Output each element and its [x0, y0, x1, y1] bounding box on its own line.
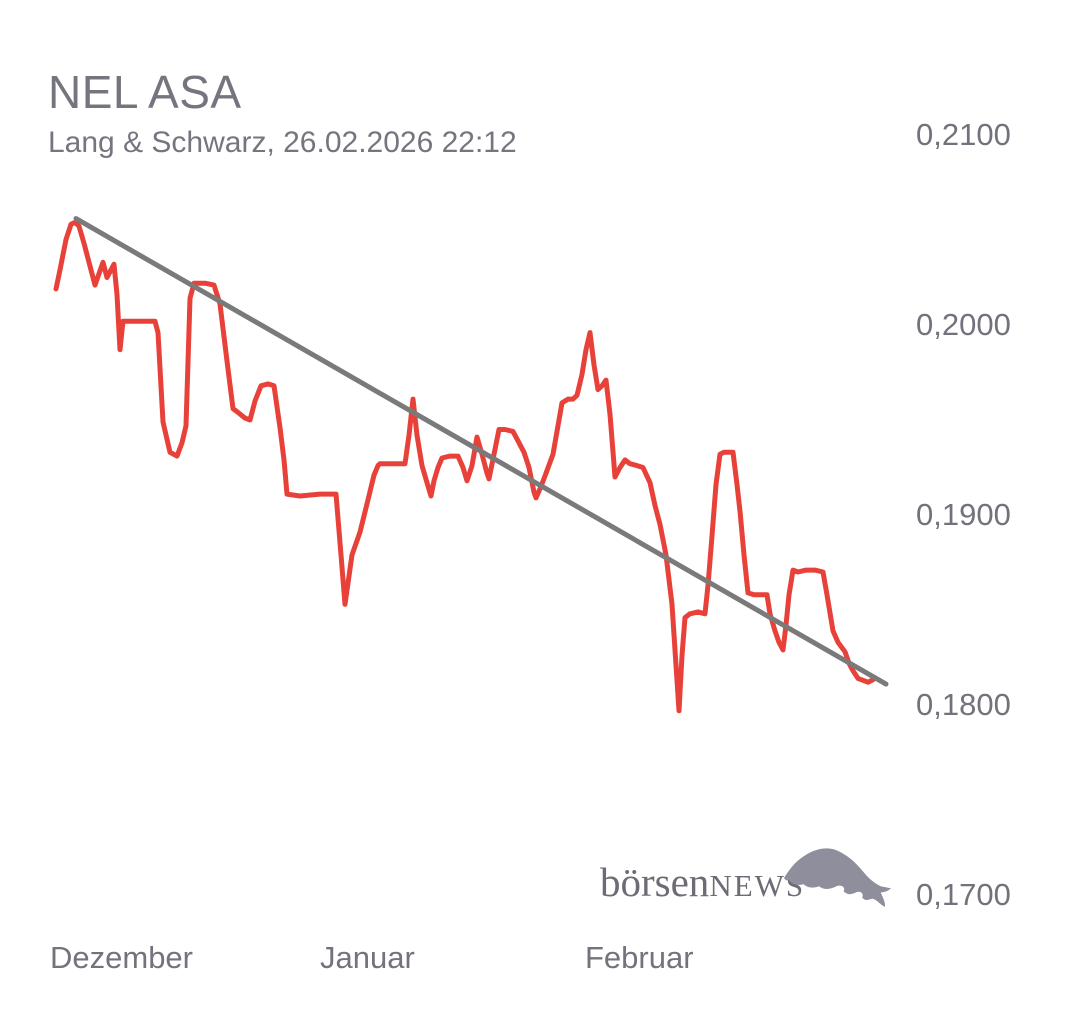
x-axis-label: Dezember — [50, 940, 193, 975]
x-axis-label: Januar — [320, 940, 415, 975]
y-axis-label: 0,2100 — [916, 117, 1011, 152]
y-axis-label: 0,1700 — [916, 877, 1011, 912]
price-line — [53, 219, 878, 714]
wordmark-lower: börsen — [600, 859, 710, 905]
bull-icon — [784, 848, 891, 907]
chart-source-timestamp: Lang & Schwarz, 26.02.2026 22:12 — [48, 126, 517, 159]
boersennews-watermark: börsenNEWS — [600, 843, 892, 915]
boersennews-wordmark: börsenNEWS — [600, 862, 805, 903]
y-axis-label: 0,2000 — [916, 307, 1011, 342]
y-axis-label: 0,1800 — [916, 687, 1011, 722]
page-title: NEL ASA — [48, 66, 242, 118]
trendline-line — [73, 216, 889, 687]
x-axis-label: Februar — [585, 940, 694, 975]
y-axis-label: 0,1900 — [916, 497, 1011, 532]
